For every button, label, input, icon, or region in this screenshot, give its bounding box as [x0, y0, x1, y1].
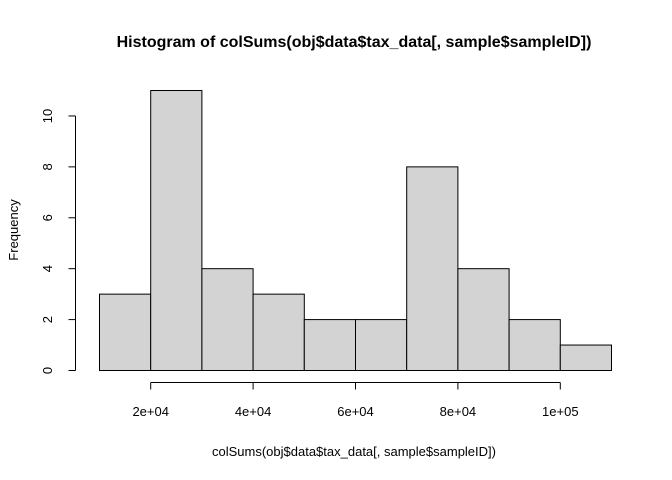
- histogram-bar: [406, 166, 459, 371]
- y-tick-label: 10: [40, 109, 55, 123]
- y-tick-label: 2: [40, 316, 55, 323]
- histogram-bar: [508, 319, 561, 372]
- x-tick-label: 6e+04: [337, 404, 374, 419]
- histogram-bar: [99, 293, 152, 371]
- x-tick-label: 8e+04: [440, 404, 477, 419]
- x-tick-label: 2e+04: [132, 404, 169, 419]
- histogram-bar: [303, 319, 356, 372]
- x-axis: 2e+04 4e+04 6e+04 8e+04 1e+05: [132, 382, 579, 419]
- y-tick-label: 4: [40, 265, 55, 272]
- x-axis-label: colSums(obj$data$tax_data[, sample$sampl…: [212, 444, 496, 459]
- chart-title: Histogram of colSums(obj$data$tax_data[,…: [117, 34, 592, 51]
- histogram-bar: [559, 344, 612, 371]
- y-axis: 0 2 4 6 8 10: [40, 109, 76, 374]
- histogram-bar: [201, 268, 254, 372]
- y-tick-label: 6: [40, 214, 55, 221]
- histogram-bar: [457, 268, 510, 372]
- x-tick-label: 1e+05: [542, 404, 579, 419]
- y-tick-label: 8: [40, 163, 55, 170]
- bars-group: [99, 90, 612, 372]
- y-tick-label: 0: [40, 367, 55, 374]
- histogram-bar: [252, 293, 305, 371]
- y-axis-label: Frequency: [6, 199, 21, 261]
- x-tick-label: 4e+04: [235, 404, 272, 419]
- histogram-bar: [355, 319, 408, 372]
- histogram-bar: [150, 90, 203, 371]
